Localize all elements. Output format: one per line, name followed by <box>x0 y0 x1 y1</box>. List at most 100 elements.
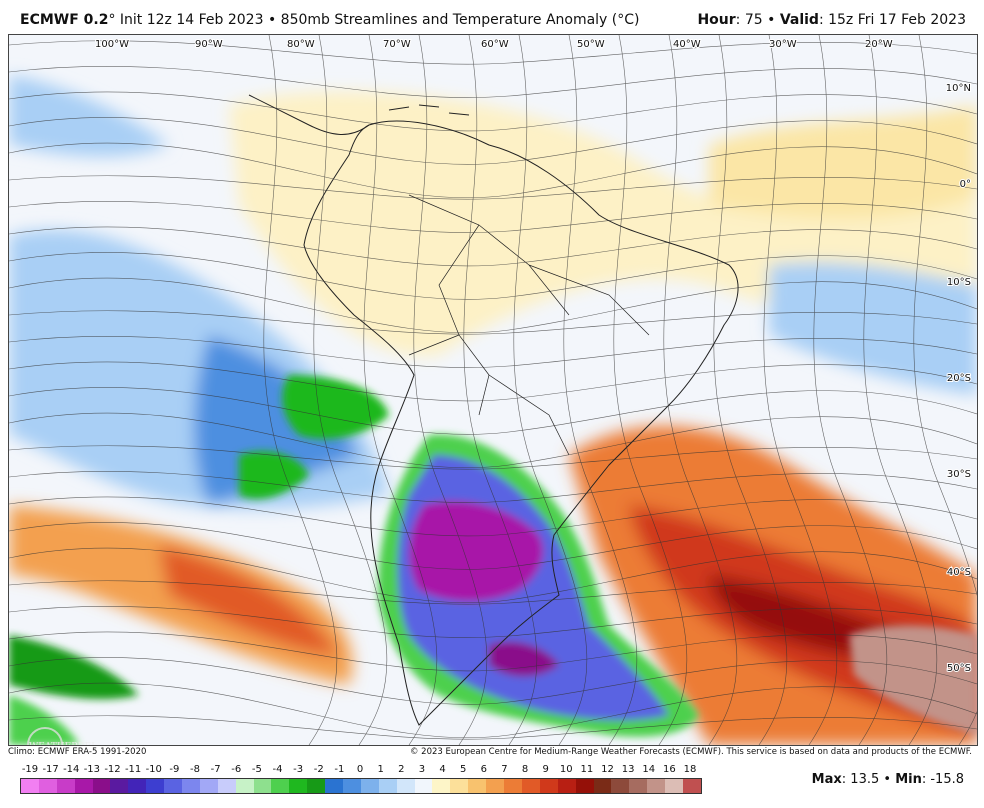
colorbar-swatch <box>396 779 415 793</box>
colorbar-swatch <box>128 779 147 793</box>
anomaly-cold-green-pacific <box>282 375 389 439</box>
longitude-label: 100°W <box>95 39 129 50</box>
min-value: : -15.8 <box>921 772 964 787</box>
colorbar-tick-label: -1 <box>334 764 345 775</box>
longitude-label: 20°W <box>865 39 893 50</box>
colorbar-tick-label: -8 <box>190 764 200 775</box>
footer: Climo: ECMWF ERA-5 1991-2020 © 2023 Euro… <box>8 745 976 759</box>
colorbar-swatch <box>110 779 129 793</box>
colorbar-tick-label: 10 <box>559 764 573 775</box>
streamline <box>9 200 977 233</box>
streamline <box>863 35 938 745</box>
colorbar-swatch <box>575 779 594 793</box>
colorbar-tick-label: -5 <box>251 764 262 775</box>
colorbar-swatch <box>199 779 218 793</box>
colorbar-tick-label: -11 <box>124 764 142 775</box>
colorbar: -19 -17 -14 -13 -12 -11 -10 -9 -8 -7 -6 -5 -4 -3 -2 -1 0… <box>20 762 702 802</box>
colorbar-tick-label: 1 <box>377 764 384 775</box>
streamline <box>9 142 977 199</box>
streamline <box>9 715 977 740</box>
streamline <box>9 226 977 267</box>
colorbar-swatch <box>432 779 451 793</box>
colorbar-tick-label: 12 <box>601 764 614 775</box>
colorbar-swatch <box>611 779 630 793</box>
colorbar-tick-label: 3 <box>418 764 426 775</box>
weatherbell-logo: WEATHERBELL <box>25 725 95 746</box>
colorbar-tick-label: -3 <box>293 764 304 775</box>
anomaly-warm-pacific-core <box>159 545 339 655</box>
colorbar-swatch <box>38 779 57 793</box>
map-canvas[interactable]: 100°W 90°W 80°W 70°W 60°W 50°W 40°W 30°W 20°W 10… <box>8 34 978 746</box>
colorbar-tick-label: 2 <box>398 764 405 775</box>
colorbar-tick-label: 9 <box>542 764 549 775</box>
svg-text:WEATHERBELL: WEATHERBELL <box>29 742 95 746</box>
colorbar-swatch <box>378 779 397 793</box>
longitude-label: 90°W <box>195 39 223 50</box>
colorbar-tick-label: -14 <box>63 764 80 775</box>
country-borders <box>408 194 650 456</box>
colorbar-swatch <box>289 779 308 793</box>
streamline <box>413 35 488 745</box>
product-name: 850mb Streamlines and Temperature Anomal… <box>280 12 640 28</box>
colorbar-swatch <box>146 779 165 793</box>
colorbar-swatch <box>360 779 379 793</box>
streamline <box>663 35 738 745</box>
colorbar-swatch <box>539 779 558 793</box>
valid-value: : 15z Fri 17 Feb 2023 <box>818 12 966 28</box>
colorbar-tick-label: 16 <box>663 764 676 775</box>
streamline <box>9 65 977 98</box>
streamline <box>9 252 977 300</box>
colorbar-tick-label: 11 <box>580 764 594 775</box>
streamline <box>763 35 838 745</box>
anomaly-cold-purple-core <box>409 501 543 602</box>
streamline <box>9 445 977 470</box>
map-title: ECMWF 0.2° Init 12z 14 Feb 2023 • 850mb … <box>20 12 640 28</box>
colorbar-swatch <box>343 779 361 793</box>
streamline <box>9 310 977 335</box>
latitude-label: 0° <box>960 179 971 190</box>
colorbar-swatch <box>647 779 666 793</box>
hour-label: Hour <box>697 12 736 28</box>
colorbar-tick-label: 14 <box>642 764 656 775</box>
longitude-labels: 100°W 90°W 80°W 70°W 60°W 50°W 40°W 30°W 20°W <box>94 38 894 51</box>
streamline <box>9 657 977 705</box>
streamline <box>9 470 977 503</box>
latitude-label: 10°S <box>947 277 971 288</box>
colorbar-tick-label: 13 <box>621 764 635 775</box>
colorbar-tick-label: -17 <box>42 764 59 775</box>
streamline <box>713 35 788 745</box>
colorbar-swatch <box>74 779 93 793</box>
longitude-label: 40°W <box>673 39 701 50</box>
colorbar-swatch <box>235 779 254 793</box>
colorbar-swatch <box>629 779 648 793</box>
streamline <box>363 35 438 745</box>
colorbar-swatch <box>665 779 683 793</box>
degree-symbol: ° <box>108 12 116 28</box>
streamline <box>513 35 588 745</box>
anomaly-cold-green-pacific-2 <box>239 451 309 499</box>
colorbar-tick-label: 0 <box>356 764 364 775</box>
longitude-label: 30°W <box>769 39 797 50</box>
map-svg: 100°W 90°W 80°W 70°W 60°W 50°W 40°W 30°W 20°W 10… <box>9 35 977 745</box>
streamline <box>9 387 977 435</box>
colorbar-tick-label: 6 <box>480 764 487 775</box>
latitude-label: 40°S <box>947 567 971 578</box>
colorbar-swatch <box>217 779 236 793</box>
streamline <box>9 547 977 604</box>
colorbar-swatch <box>504 779 522 793</box>
colorbar-tick-label: 18 <box>683 764 697 775</box>
colorbar-swatches <box>20 778 702 794</box>
streamline <box>9 277 977 334</box>
streamline <box>9 631 977 672</box>
colorbar-swatch <box>271 779 290 793</box>
streamline <box>563 35 638 745</box>
streamline <box>463 35 538 745</box>
streamline <box>9 91 977 132</box>
temperature-anomaly-field <box>9 75 977 745</box>
min-label: Min <box>895 772 922 787</box>
anomaly-cold-green-logo <box>9 695 79 745</box>
latitude-label: 10°N <box>946 83 971 94</box>
title-bullet: • <box>267 12 277 28</box>
colorbar-tick-label: -4 <box>272 764 283 775</box>
anomaly-cool-pacific-core <box>194 335 359 505</box>
